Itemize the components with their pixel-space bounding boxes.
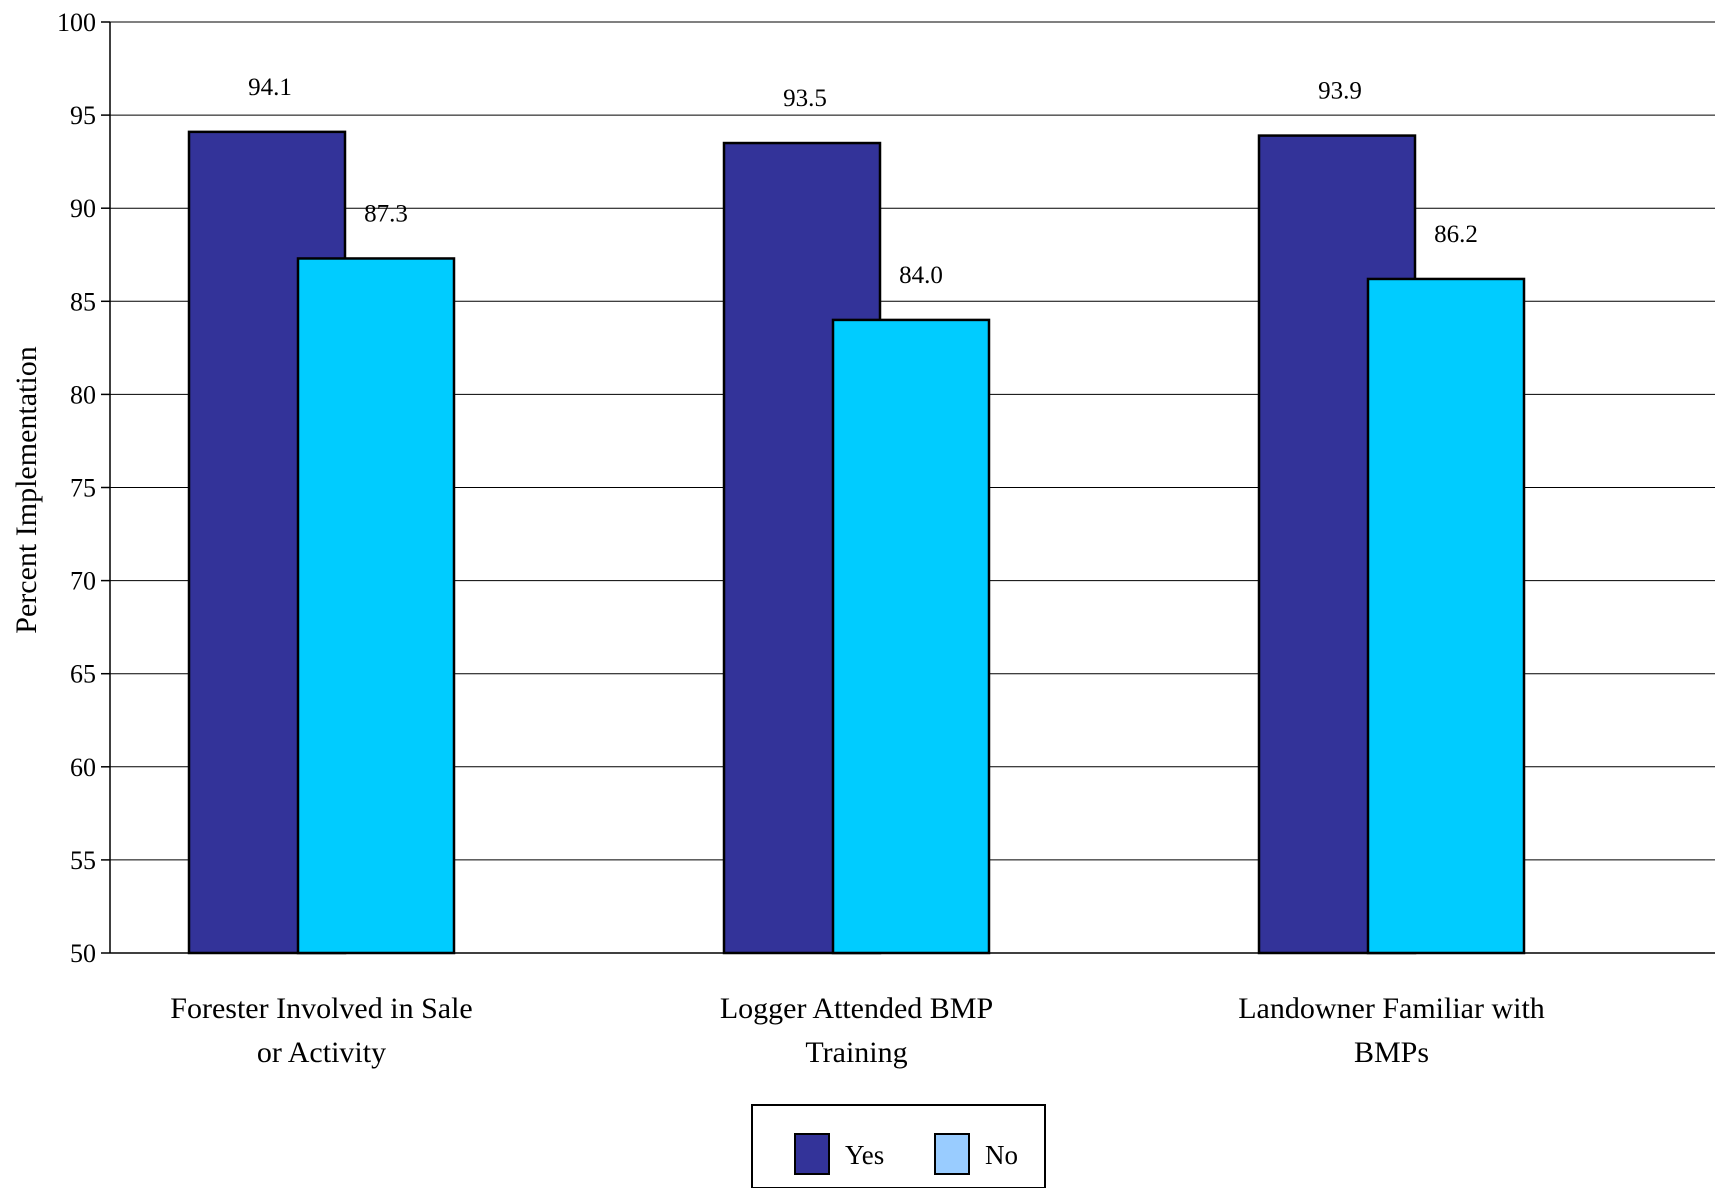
y-tick-label: 60 bbox=[70, 753, 96, 782]
legend-swatch-yes bbox=[794, 1133, 830, 1175]
y-tick-label: 80 bbox=[70, 380, 96, 409]
bar-no-2 bbox=[831, 318, 991, 955]
category-label-3: Landowner Familiar with bbox=[1238, 992, 1545, 1025]
legend: Yes No bbox=[751, 1104, 1046, 1189]
category-label-3: BMPs bbox=[1354, 1036, 1429, 1069]
bar-no-1 bbox=[296, 257, 456, 955]
category-label-1: or Activity bbox=[257, 1036, 386, 1069]
y-tick-label: 55 bbox=[70, 846, 96, 875]
legend-swatch-no bbox=[934, 1133, 970, 1175]
data-label-no-3: 86.2 bbox=[1434, 221, 1478, 248]
y-tick-label: 50 bbox=[70, 939, 96, 968]
category-label-1: Forester Involved in Sale bbox=[170, 992, 472, 1025]
data-labels: 94.1 93.5 93.9 87.3 84.0 86.2 bbox=[248, 74, 1478, 289]
y-tick-label: 95 bbox=[70, 101, 96, 130]
y-tick-label: 65 bbox=[70, 660, 96, 689]
data-label-yes-1: 94.1 bbox=[248, 74, 292, 101]
legend-label-no: No bbox=[985, 1140, 1018, 1170]
category-label-2: Logger Attended BMP bbox=[720, 992, 993, 1025]
y-tick-label: 90 bbox=[70, 194, 96, 223]
y-tick-label: 100 bbox=[57, 8, 96, 37]
bars bbox=[187, 130, 1526, 955]
y-axis-title: Percent Implementation bbox=[10, 346, 43, 633]
data-label-no-1: 87.3 bbox=[364, 200, 408, 227]
legend-label-yes: Yes bbox=[845, 1140, 884, 1170]
y-tick-label: 85 bbox=[70, 287, 96, 316]
category-labels: Forester Involved in Sale or Activity Logg… bbox=[170, 992, 1545, 1069]
category-label-2: Training bbox=[805, 1036, 907, 1069]
data-label-yes-3: 93.9 bbox=[1318, 78, 1362, 105]
data-label-yes-2: 93.5 bbox=[783, 85, 827, 112]
y-tick-label: 70 bbox=[70, 567, 96, 596]
bar-no-3 bbox=[1366, 277, 1526, 955]
data-label-no-2: 84.0 bbox=[899, 262, 943, 289]
y-tick-label: 75 bbox=[70, 474, 96, 503]
